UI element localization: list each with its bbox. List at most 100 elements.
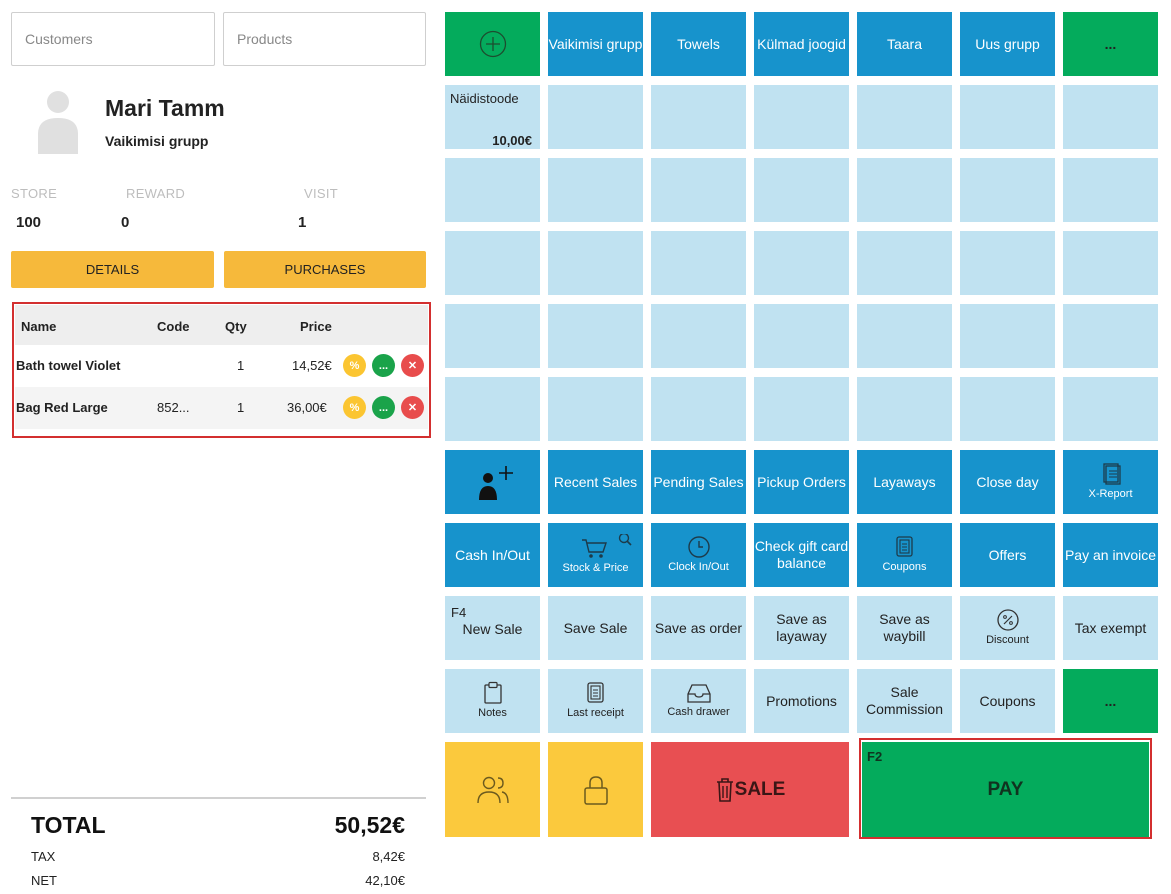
more-functions-button[interactable]: ...: [1063, 669, 1158, 733]
purchases-button[interactable]: PURCHASES: [224, 251, 426, 288]
reward-value: 0: [121, 214, 130, 231]
x-report-button[interactable]: X-Report: [1063, 450, 1158, 514]
report-icon: [1102, 462, 1121, 485]
net-value: 42,10€: [365, 873, 405, 888]
discount-button[interactable]: Discount: [960, 596, 1055, 660]
empty-product-slot: [548, 304, 643, 368]
last-receipt-button[interactable]: Last receipt: [548, 669, 643, 733]
empty-product-slot: [1063, 85, 1158, 149]
store-value: 100: [16, 214, 42, 231]
pay-button[interactable]: F2 PAY: [862, 742, 1149, 837]
row-price: 36,00€: [287, 400, 327, 415]
empty-product-slot: [754, 304, 849, 368]
close-day-button[interactable]: Close day: [960, 450, 1055, 514]
cash-in-out-button[interactable]: Cash In/Out: [445, 523, 540, 587]
clipboard-icon: [483, 681, 502, 704]
group-tab-towels[interactable]: Towels: [651, 12, 746, 76]
products-placeholder: Products: [237, 31, 293, 47]
remove-item-button[interactable]: ✕: [401, 396, 424, 419]
trash-icon: [716, 777, 733, 802]
empty-product-slot: [857, 85, 952, 149]
reward-label: REWARD: [126, 186, 186, 201]
group-tab-kulmad-joogid[interactable]: Külmad joogid: [754, 12, 849, 76]
product-name: Näidistoode: [450, 91, 519, 106]
coupons-text-button[interactable]: Coupons: [960, 669, 1055, 733]
group-tab-taara[interactable]: Taara: [857, 12, 952, 76]
customer-group: Vaikimisi grupp: [105, 133, 209, 149]
empty-product-slot: [445, 304, 540, 368]
add-group-button[interactable]: [445, 12, 540, 76]
cart-header: Name Code Qty Price: [15, 305, 428, 345]
save-as-waybill-button[interactable]: Save as waybill: [857, 596, 952, 660]
empty-product-slot: [754, 231, 849, 295]
product-tile[interactable]: Näidistoode 10,00€: [445, 85, 540, 149]
empty-product-slot: [1063, 158, 1158, 222]
add-circle-icon: [479, 30, 506, 58]
empty-product-slot: [857, 304, 952, 368]
pickup-orders-button[interactable]: Pickup Orders: [754, 450, 849, 514]
cart-table: Name Code Qty Price Bath towel Violet 1 …: [12, 302, 431, 438]
customers-search-input[interactable]: Customers: [11, 12, 215, 66]
clock-icon: [687, 535, 710, 558]
empty-product-slot: [1063, 304, 1158, 368]
save-as-order-button[interactable]: Save as order: [651, 596, 746, 660]
save-sale-button[interactable]: Save Sale: [548, 596, 643, 660]
remove-item-button[interactable]: ✕: [401, 354, 424, 377]
pending-sales-button[interactable]: Pending Sales: [651, 450, 746, 514]
lock-icon: [583, 775, 608, 805]
empty-product-slot: [1063, 377, 1158, 441]
item-options-button[interactable]: ...: [372, 396, 395, 419]
empty-product-slot: [651, 304, 746, 368]
empty-product-slot: [651, 377, 746, 441]
empty-product-slot: [754, 85, 849, 149]
header-name: Name: [21, 319, 57, 334]
customer-button[interactable]: [445, 742, 540, 837]
add-customer-button[interactable]: [445, 450, 540, 514]
pay-invoice-button[interactable]: Pay an invoice: [1063, 523, 1158, 587]
empty-product-slot: [445, 377, 540, 441]
product-price: 10,00€: [492, 133, 532, 148]
pay-shortcut: F2: [867, 749, 883, 764]
empty-product-slot: [960, 304, 1055, 368]
table-row[interactable]: Bag Red Large 852... 1 36,00€ % ... ✕: [15, 387, 428, 429]
new-sale-button[interactable]: F4 New Sale: [445, 596, 540, 660]
offers-button[interactable]: Offers: [960, 523, 1055, 587]
row-name: Bath towel Violet: [16, 358, 121, 373]
discount-item-button[interactable]: %: [343, 354, 366, 377]
recent-sales-button[interactable]: Recent Sales: [548, 450, 643, 514]
empty-product-slot: [548, 377, 643, 441]
empty-product-slot: [445, 231, 540, 295]
percent-icon: [996, 608, 1019, 631]
more-groups-button[interactable]: ...: [1063, 12, 1158, 76]
details-button[interactable]: DETAILS: [11, 251, 214, 288]
products-search-input[interactable]: Products: [223, 12, 426, 66]
cash-drawer-button[interactable]: Cash drawer: [651, 669, 746, 733]
group-tab-vaikimisi[interactable]: Vaikimisi grupp: [548, 12, 643, 76]
empty-product-slot: [857, 158, 952, 222]
empty-product-slot: [1063, 231, 1158, 295]
table-row[interactable]: Bath towel Violet 1 14,52€ % ... ✕: [15, 345, 428, 387]
layaways-button[interactable]: Layaways: [857, 450, 952, 514]
group-tab-uus-grupp[interactable]: Uus grupp: [960, 12, 1055, 76]
clock-in-out-button[interactable]: Clock In/Out: [651, 523, 746, 587]
stock-price-button[interactable]: Stock & Price: [548, 523, 643, 587]
cash-drawer-label: Cash drawer: [667, 705, 730, 718]
sale-commission-button[interactable]: Sale Commission: [857, 669, 952, 733]
notes-button[interactable]: Notes: [445, 669, 540, 733]
row-code: 852...: [157, 400, 190, 415]
item-options-button[interactable]: ...: [372, 354, 395, 377]
promotions-button[interactable]: Promotions: [754, 669, 849, 733]
delete-sale-button[interactable]: SALE: [651, 742, 849, 837]
empty-product-slot: [548, 158, 643, 222]
totals-divider: [11, 797, 426, 799]
tax-exempt-button[interactable]: Tax exempt: [1063, 596, 1158, 660]
header-code: Code: [157, 319, 190, 334]
lock-button[interactable]: [548, 742, 643, 837]
check-gift-card-button[interactable]: Check gift card balance: [754, 523, 849, 587]
discount-item-button[interactable]: %: [343, 396, 366, 419]
total-label: TOTAL: [31, 812, 106, 838]
empty-product-slot: [651, 158, 746, 222]
save-as-layaway-button[interactable]: Save as layaway: [754, 596, 849, 660]
notes-label: Notes: [478, 706, 507, 719]
coupons-button[interactable]: Coupons: [857, 523, 952, 587]
